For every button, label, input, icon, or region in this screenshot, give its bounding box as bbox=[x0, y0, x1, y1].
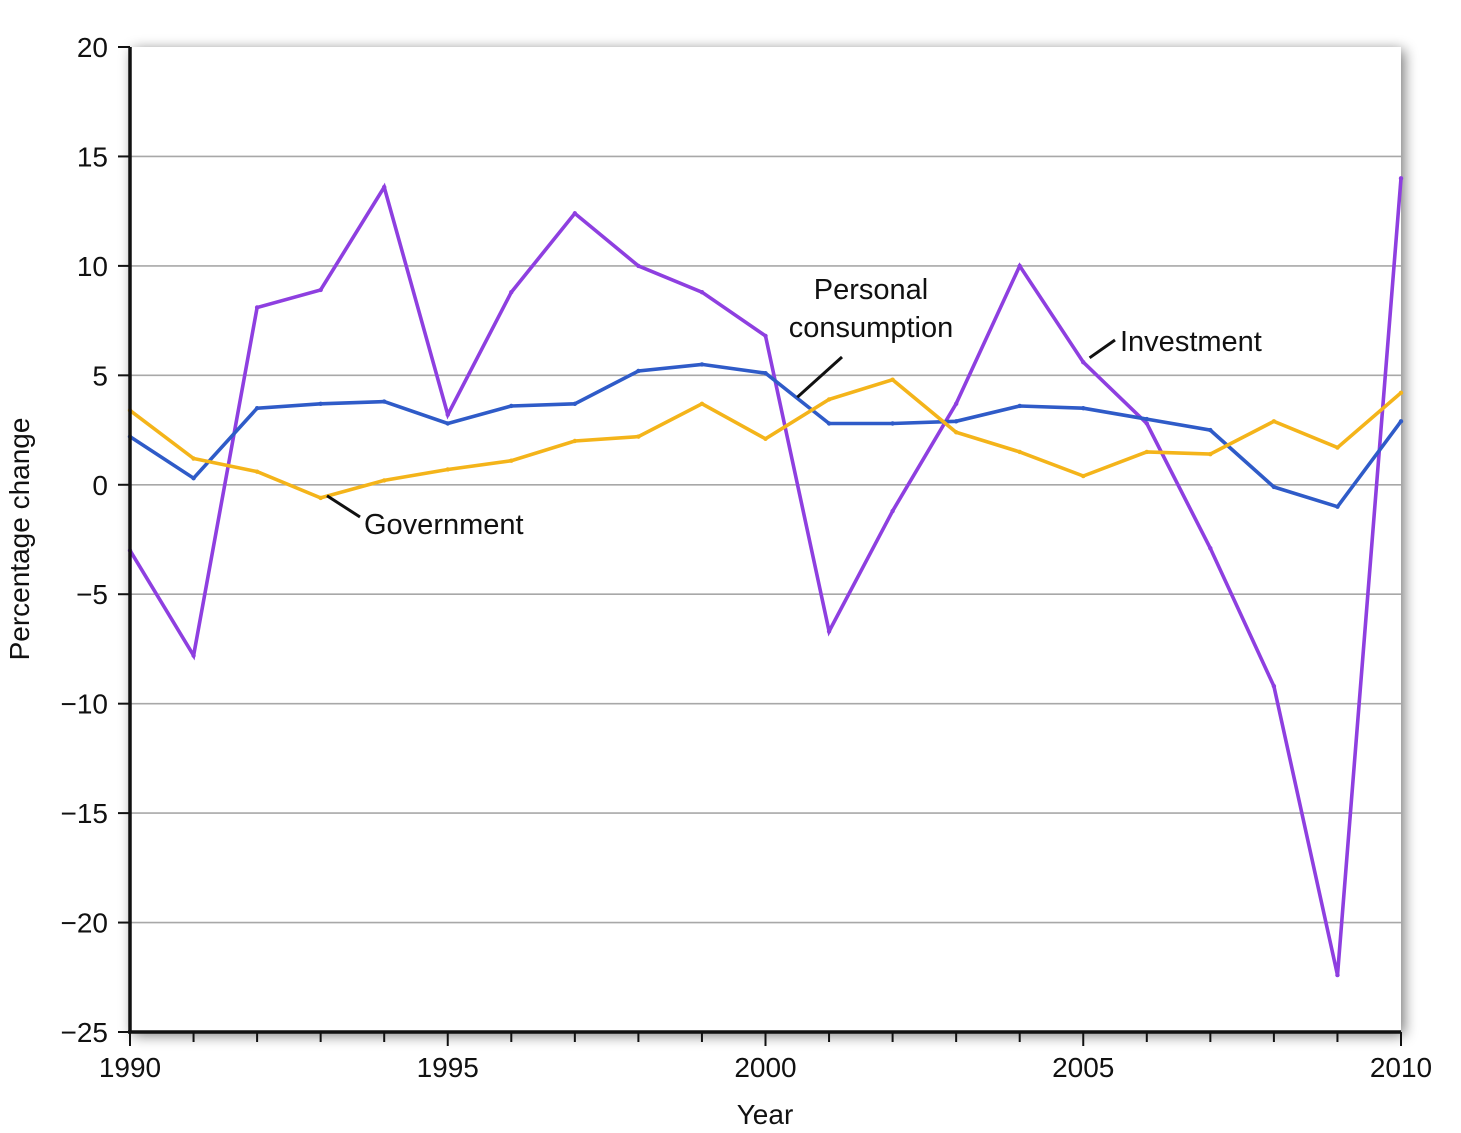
data-point bbox=[1208, 546, 1213, 551]
data-point bbox=[1208, 427, 1213, 433]
x-tick-label: 2010 bbox=[1370, 1052, 1432, 1083]
data-point bbox=[254, 305, 260, 310]
data-point bbox=[763, 333, 768, 339]
data-point bbox=[636, 368, 641, 374]
y-tick-label: −15 bbox=[61, 798, 109, 829]
data-point bbox=[1271, 484, 1277, 490]
data-point bbox=[1017, 449, 1022, 455]
data-point bbox=[1335, 445, 1340, 450]
data-point bbox=[318, 287, 323, 293]
x-tick-label: 1990 bbox=[99, 1052, 161, 1083]
data-point bbox=[1398, 419, 1404, 424]
data-point bbox=[1271, 419, 1277, 424]
leader-line bbox=[326, 494, 361, 519]
data-point bbox=[1081, 473, 1086, 479]
data-point bbox=[1208, 451, 1213, 457]
data-point bbox=[1335, 504, 1340, 509]
data-point bbox=[191, 653, 196, 658]
data-point bbox=[826, 421, 832, 426]
data-point bbox=[763, 436, 768, 442]
data-point bbox=[699, 401, 705, 406]
data-point bbox=[1017, 403, 1022, 409]
data-point bbox=[1017, 263, 1022, 269]
y-tick-label: −20 bbox=[61, 908, 109, 939]
data-point bbox=[826, 629, 832, 634]
leader-line bbox=[796, 355, 844, 399]
plot-area bbox=[130, 47, 1401, 1032]
series-layer bbox=[127, 176, 1404, 978]
y-tick-label: 0 bbox=[92, 470, 108, 501]
x-tick-label: 2000 bbox=[734, 1052, 796, 1083]
data-point bbox=[1144, 449, 1150, 455]
data-point bbox=[445, 421, 450, 426]
data-point bbox=[572, 401, 578, 406]
leader-line bbox=[1088, 338, 1116, 360]
data-point bbox=[572, 438, 578, 444]
data-point bbox=[699, 289, 705, 295]
data-point bbox=[763, 370, 768, 376]
data-point bbox=[191, 456, 196, 461]
data-point bbox=[953, 419, 959, 424]
data-point bbox=[1081, 405, 1086, 411]
axes: 20 15 10 5 0 −5 −10 −15 −20 −25 1990 1995 2000 2005 20… bbox=[61, 32, 1433, 1083]
data-point bbox=[890, 421, 895, 426]
annotations: Personal consumption Investment Government bbox=[326, 274, 1262, 541]
y-tick-label: 5 bbox=[92, 360, 108, 391]
data-point bbox=[254, 469, 260, 474]
series-label: consumption bbox=[789, 312, 953, 344]
x-axis-label: Year bbox=[737, 1099, 794, 1130]
data-point bbox=[191, 476, 196, 481]
data-point bbox=[445, 467, 450, 472]
data-point bbox=[890, 377, 895, 382]
data-point bbox=[1398, 390, 1404, 396]
y-tick-label: −5 bbox=[76, 579, 108, 610]
data-point bbox=[1081, 360, 1086, 365]
data-point bbox=[572, 211, 578, 216]
data-point bbox=[953, 401, 959, 406]
data-point bbox=[636, 263, 641, 269]
data-point bbox=[1144, 421, 1150, 426]
data-point bbox=[1144, 416, 1150, 422]
data-point bbox=[1398, 176, 1404, 181]
y-tick-label: 20 bbox=[77, 32, 108, 63]
data-point bbox=[509, 458, 514, 463]
data-point bbox=[509, 403, 514, 409]
data-point bbox=[382, 399, 387, 404]
data-point bbox=[636, 434, 641, 439]
data-point bbox=[318, 401, 323, 406]
x-tick-label: 2005 bbox=[1052, 1052, 1114, 1083]
data-point bbox=[699, 362, 705, 367]
y-axis-label: Percentage change bbox=[4, 418, 35, 661]
data-point bbox=[445, 412, 450, 417]
data-point bbox=[1335, 972, 1340, 978]
y-tick-label: −10 bbox=[61, 689, 109, 720]
data-point bbox=[509, 289, 514, 295]
data-point bbox=[826, 397, 832, 402]
series-label: Government bbox=[364, 509, 524, 541]
y-tick-label: 15 bbox=[77, 141, 108, 172]
data-point bbox=[953, 430, 959, 435]
data-point bbox=[382, 478, 387, 483]
data-point bbox=[382, 184, 387, 190]
y-tick-label: 10 bbox=[77, 251, 108, 282]
x-tick-label: 1995 bbox=[417, 1052, 479, 1083]
series-label: Personal bbox=[814, 274, 928, 306]
series-label: Investment bbox=[1120, 326, 1262, 358]
y-tick-label: −25 bbox=[61, 1017, 109, 1048]
data-point bbox=[890, 508, 895, 514]
data-point bbox=[1271, 683, 1277, 689]
data-point bbox=[318, 495, 323, 501]
data-point bbox=[254, 405, 260, 411]
